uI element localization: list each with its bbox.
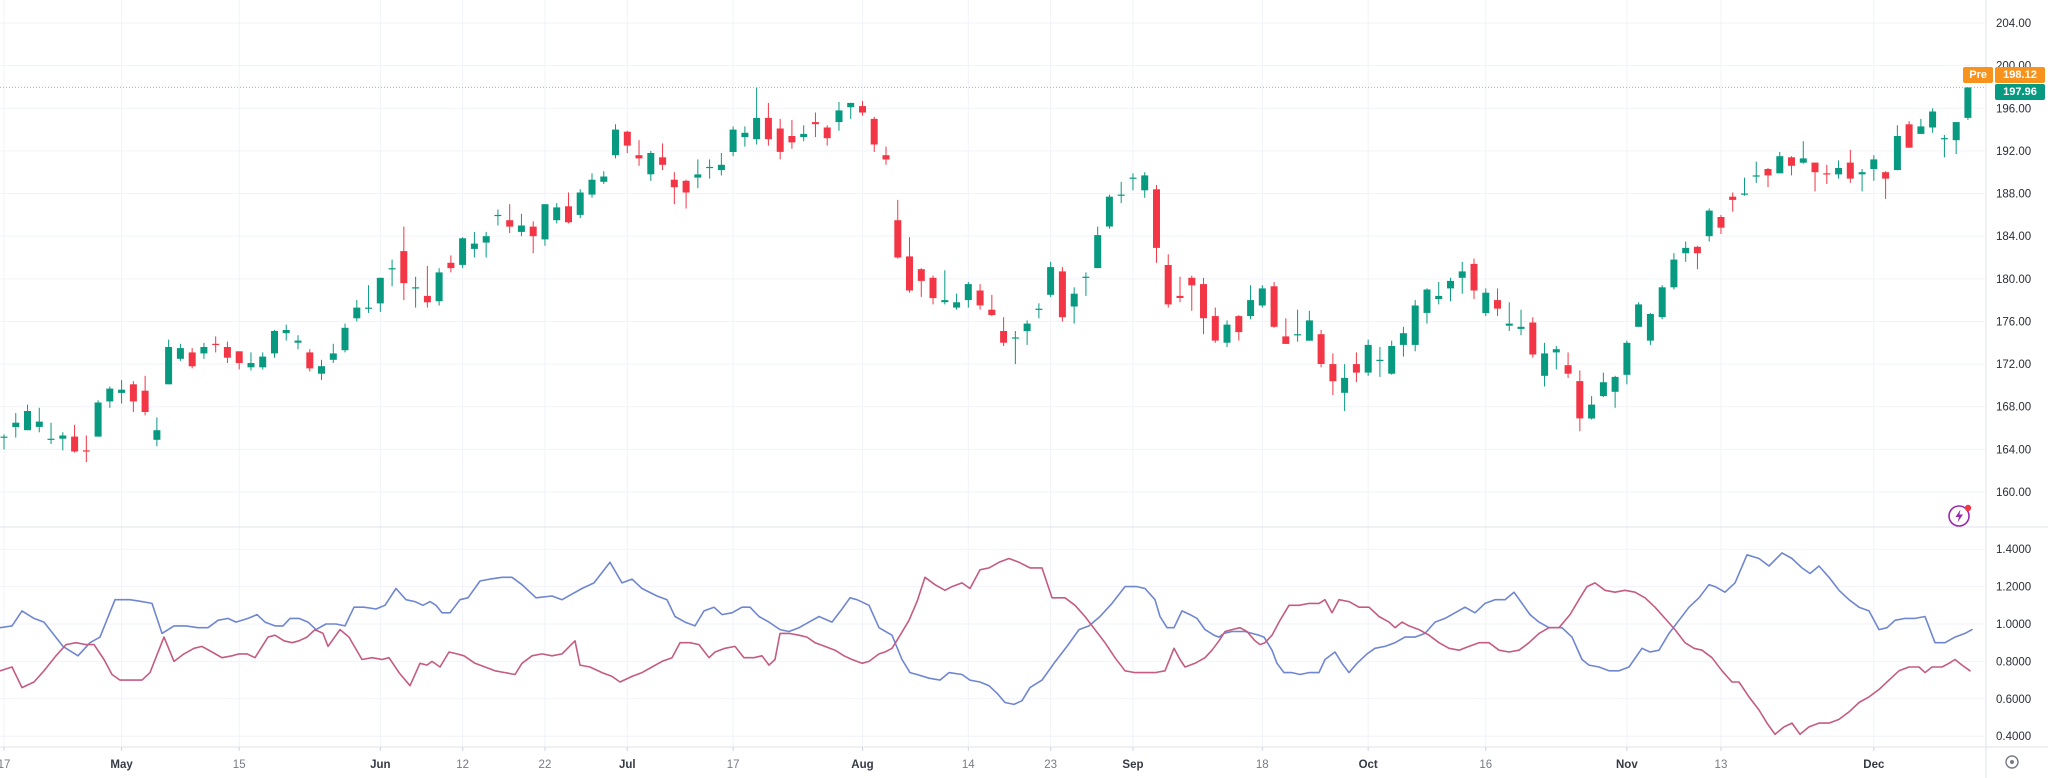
svg-text:1.0000: 1.0000 xyxy=(1996,619,2031,631)
svg-text:0.6000: 0.6000 xyxy=(1996,694,2031,706)
svg-text:12: 12 xyxy=(456,759,469,771)
svg-text:172.00: 172.00 xyxy=(1996,359,2031,371)
svg-text:May: May xyxy=(110,759,133,771)
svg-text:164.00: 164.00 xyxy=(1996,444,2031,456)
grid-layer xyxy=(0,0,1985,747)
svg-text:Sep: Sep xyxy=(1122,759,1143,771)
svg-text:192.00: 192.00 xyxy=(1996,146,2031,158)
price-axis-labels[interactable]: 204.00200.00196.00192.00188.00184.00180.… xyxy=(1996,18,2031,743)
svg-text:176.00: 176.00 xyxy=(1996,317,2031,329)
svg-text:15: 15 xyxy=(233,759,246,771)
svg-text:180.00: 180.00 xyxy=(1996,274,2031,286)
svg-text:188.00: 188.00 xyxy=(1996,189,2031,201)
gear-icon[interactable] xyxy=(2002,752,2022,772)
svg-text:18: 18 xyxy=(1256,759,1269,771)
flash-boost-icon[interactable] xyxy=(1946,502,1974,530)
indicator-lines xyxy=(0,552,1973,736)
svg-text:Jul: Jul xyxy=(619,759,636,771)
premarket-label: Pre xyxy=(1963,67,1993,83)
svg-text:23: 23 xyxy=(1044,759,1057,771)
svg-text:14: 14 xyxy=(962,759,975,771)
svg-text:0.8000: 0.8000 xyxy=(1996,656,2031,668)
indicator-line-blue xyxy=(0,552,1973,706)
svg-text:168.00: 168.00 xyxy=(1996,402,2031,414)
premarket-value: 198.12 xyxy=(1995,67,2045,83)
premarket-price-badge: Pre 198.12 xyxy=(1963,67,2045,83)
svg-text:17: 17 xyxy=(0,759,10,771)
svg-text:Aug: Aug xyxy=(851,759,873,771)
svg-text:1.2000: 1.2000 xyxy=(1996,582,2031,594)
last-price-badge: 197.96 xyxy=(1995,84,2045,100)
svg-text:Jun: Jun xyxy=(370,759,390,771)
svg-text:204.00: 204.00 xyxy=(1996,18,2031,30)
svg-text:13: 13 xyxy=(1715,759,1728,771)
svg-text:184.00: 184.00 xyxy=(1996,231,2031,243)
time-axis-labels[interactable]: 17 May 15 Jun 12 22 Jul 17 Aug 14 23 Sep 18 Oct 16 Nov 1… xyxy=(0,747,1885,771)
svg-text:0.4000: 0.4000 xyxy=(1996,731,2031,743)
svg-text:196.00: 196.00 xyxy=(1996,103,2031,115)
candles-layer xyxy=(0,87,1972,463)
svg-text:Nov: Nov xyxy=(1616,759,1638,771)
indicator-line-pink xyxy=(0,557,1971,736)
svg-text:Oct: Oct xyxy=(1359,759,1378,771)
svg-text:17: 17 xyxy=(727,759,740,771)
svg-text:160.00: 160.00 xyxy=(1996,487,2031,499)
svg-text:16: 16 xyxy=(1479,759,1492,771)
svg-text:22: 22 xyxy=(539,759,552,771)
svg-text:Dec: Dec xyxy=(1863,759,1885,771)
svg-text:1.4000: 1.4000 xyxy=(1996,544,2031,556)
